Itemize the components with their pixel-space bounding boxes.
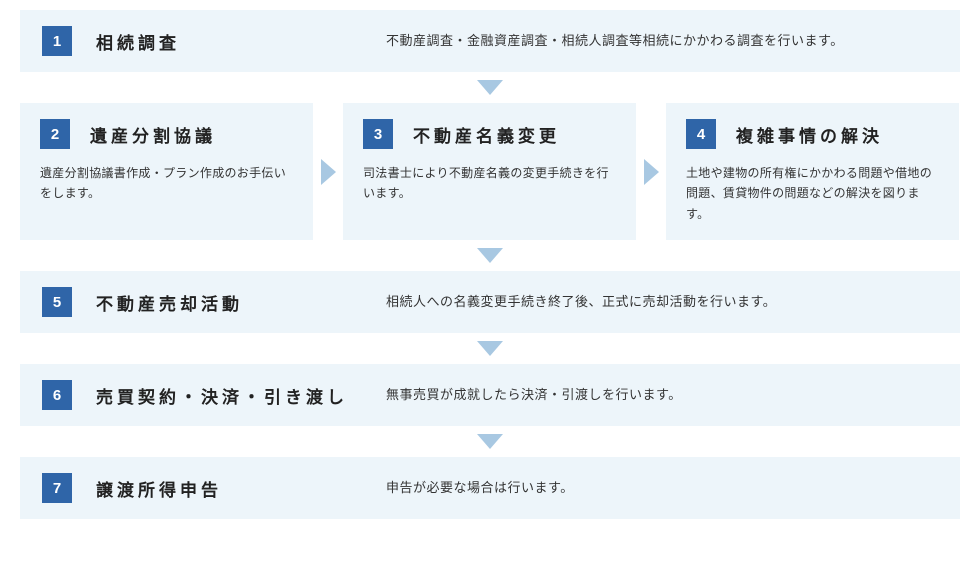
step-number-box: 7 <box>42 473 72 503</box>
step-row-1: 1 相続調査 不動産調査・金融資産調査・相続人調査等相続にかかわる調査を行います… <box>20 10 960 72</box>
arrow-right-wrap <box>636 103 666 240</box>
step-card-2: 2 遺産分割協議 遺産分割協議書作成・プラン作成のお手伝いをします。 <box>20 103 313 240</box>
step-number: 6 <box>53 387 61 404</box>
step-number: 2 <box>51 126 59 143</box>
step-card-head: 2 遺産分割協議 <box>40 119 293 149</box>
arrow-down-icon <box>477 341 503 356</box>
step-description: 相続人への名義変更手続き終了後、正式に売却活動を行います。 <box>386 292 776 313</box>
step-description: 遺産分割協議書作成・プラン作成のお手伝いをします。 <box>40 163 293 204</box>
step-title: 不動産売却活動 <box>96 290 386 315</box>
step-card-head: 4 複雑事情の解決 <box>686 119 939 149</box>
step-title: 売買契約・決済・引き渡し <box>96 383 386 408</box>
arrow-right-icon <box>644 159 659 185</box>
step-number: 4 <box>697 126 705 143</box>
step-title: 複雑事情の解決 <box>736 122 883 147</box>
step-card-4: 4 複雑事情の解決 土地や建物の所有権にかかわる問題や借地の問題、賃貸物件の問題… <box>666 103 959 240</box>
arrow-down-wrap <box>0 240 980 271</box>
arrow-down-icon <box>477 434 503 449</box>
step-card-head: 3 不動産名義変更 <box>363 119 616 149</box>
step-number-box: 1 <box>42 26 72 56</box>
three-col-row: 2 遺産分割協議 遺産分割協議書作成・プラン作成のお手伝いをします。 3 不動産… <box>20 103 960 240</box>
step-title: 譲渡所得申告 <box>96 476 386 501</box>
step-number-box: 3 <box>363 119 393 149</box>
step-description: 不動産調査・金融資産調査・相続人調査等相続にかかわる調査を行います。 <box>386 31 844 52</box>
step-title: 相続調査 <box>96 29 386 54</box>
step-description: 無事売買が成就したら決済・引渡しを行います。 <box>386 385 682 406</box>
step-number-box: 6 <box>42 380 72 410</box>
step-number: 1 <box>53 33 61 50</box>
arrow-right-icon <box>321 159 336 185</box>
step-description: 申告が必要な場合は行います。 <box>386 478 574 499</box>
arrow-down-wrap <box>0 426 980 457</box>
step-number: 5 <box>53 294 61 311</box>
step-number-box: 5 <box>42 287 72 317</box>
arrow-right-wrap <box>313 103 343 240</box>
arrow-down-wrap <box>0 72 980 103</box>
step-title: 不動産名義変更 <box>413 122 560 147</box>
step-description: 司法書士により不動産名義の変更手続きを行います。 <box>363 163 616 204</box>
step-number: 7 <box>53 480 61 497</box>
step-row-5: 5 不動産売却活動 相続人への名義変更手続き終了後、正式に売却活動を行います。 <box>20 271 960 333</box>
step-card-3: 3 不動産名義変更 司法書士により不動産名義の変更手続きを行います。 <box>343 103 636 240</box>
step-number: 3 <box>374 126 382 143</box>
step-row-6: 6 売買契約・決済・引き渡し 無事売買が成就したら決済・引渡しを行います。 <box>20 364 960 426</box>
arrow-down-wrap <box>0 333 980 364</box>
step-number-box: 2 <box>40 119 70 149</box>
step-row-7: 7 譲渡所得申告 申告が必要な場合は行います。 <box>20 457 960 519</box>
step-title: 遺産分割協議 <box>90 122 216 147</box>
arrow-down-icon <box>477 248 503 263</box>
step-number-box: 4 <box>686 119 716 149</box>
step-description: 土地や建物の所有権にかかわる問題や借地の問題、賃貸物件の問題などの解決を図ります… <box>686 163 939 224</box>
arrow-down-icon <box>477 80 503 95</box>
